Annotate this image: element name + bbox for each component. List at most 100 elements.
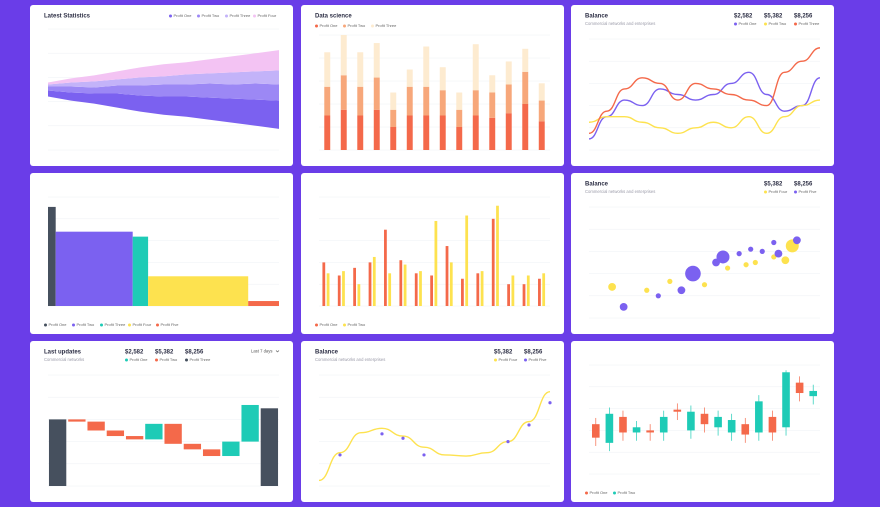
- bar-segment: [373, 77, 380, 110]
- stream-area: [48, 70, 279, 88]
- legend-dot: [371, 24, 374, 28]
- legend-dot: [72, 323, 75, 327]
- legend-label: Profit Three: [230, 13, 252, 18]
- bar-segment: [522, 71, 529, 104]
- line: [588, 71, 821, 140]
- candle-body: [755, 401, 763, 433]
- legend-dot: [343, 323, 346, 327]
- legend-label: Profit One: [320, 322, 339, 327]
- stat-value: $8,256: [185, 350, 204, 356]
- waterfall-bar: [48, 419, 67, 486]
- candle-body: [714, 416, 722, 428]
- bar: [419, 271, 422, 306]
- bar-segment: [472, 115, 479, 150]
- bar-segment: [357, 52, 364, 87]
- bar: [399, 260, 403, 306]
- line: [318, 390, 551, 482]
- bar-segment: [489, 117, 496, 150]
- legend-dot: [613, 491, 616, 495]
- card-subtitle: Commercial networks: [44, 357, 84, 362]
- legend-dot: [100, 323, 103, 327]
- waterfall-bar: [222, 441, 240, 457]
- legend-dot: [169, 14, 172, 18]
- legend-dot: [44, 323, 47, 327]
- bar: [526, 275, 530, 306]
- legend-label: Profit Three: [799, 21, 821, 26]
- bar-segment: [406, 115, 413, 150]
- bar: [434, 220, 438, 306]
- bubble: [752, 259, 758, 266]
- legend-label: Profit Three: [190, 357, 212, 362]
- waterfall-bar: [164, 423, 182, 444]
- candle-body: [659, 416, 668, 433]
- bar-segment: [324, 52, 331, 87]
- legend-label: Profit Five: [529, 357, 548, 362]
- legend-label: Profit Five: [161, 322, 180, 327]
- stat-value: $5,382: [764, 182, 783, 188]
- card-title: Balance: [585, 14, 609, 20]
- legend-dot: [764, 190, 767, 194]
- point: [401, 436, 405, 440]
- bar-segment: [423, 86, 430, 116]
- legend-dot: [197, 14, 200, 18]
- bar: [476, 273, 480, 306]
- bar-segment: [439, 90, 446, 116]
- bar-segment: [538, 100, 545, 122]
- legend-label: Profit One: [320, 23, 339, 28]
- bar: [414, 273, 418, 306]
- bar-segment: [340, 109, 347, 150]
- bubble: [725, 265, 731, 271]
- bar: [357, 284, 361, 306]
- legend-dot: [128, 323, 131, 327]
- waterfall-bar: [202, 449, 221, 457]
- bubble: [608, 283, 616, 291]
- bar-segment: [489, 92, 496, 118]
- line: [588, 47, 821, 135]
- waterfall-bar: [125, 436, 144, 440]
- bubble: [771, 239, 777, 246]
- bar-segment: [439, 115, 446, 150]
- candle-body: [782, 372, 790, 428]
- legend-label: Profit Five: [799, 189, 818, 194]
- waterfall-bar: [87, 421, 105, 431]
- bar-segment: [390, 109, 397, 127]
- bar: [326, 273, 330, 306]
- bar: [384, 229, 387, 306]
- candle-body: [741, 424, 750, 435]
- bar-segment: [472, 90, 479, 116]
- candle-body: [673, 409, 682, 412]
- legend-label: Profit One: [590, 490, 609, 495]
- legend-dot: [225, 14, 228, 18]
- bar-segment: [505, 113, 512, 150]
- legend-label: Profit Two: [202, 13, 220, 18]
- bar-segment: [456, 109, 463, 127]
- card-title: Latest Statistics: [44, 14, 91, 20]
- card-title: Balance: [585, 182, 609, 188]
- bar-segment: [406, 86, 413, 116]
- legend-label: Profit Four: [499, 357, 518, 362]
- legend-label: Profit One: [49, 322, 68, 327]
- bar-segment: [324, 115, 331, 150]
- stat-value: $8,256: [794, 14, 813, 20]
- dropdown-chevron[interactable]: [275, 350, 280, 353]
- legend-dot: [343, 24, 346, 28]
- period-dropdown[interactable]: [249, 347, 281, 356]
- bubble: [619, 303, 628, 311]
- card-title: Data science: [315, 14, 352, 20]
- stat-value: $5,382: [494, 350, 513, 356]
- card: [301, 341, 564, 502]
- legend-dot: [185, 358, 188, 362]
- bar-segment: [373, 43, 380, 78]
- bar-segment: [505, 84, 512, 114]
- bubble: [748, 246, 754, 252]
- bubble: [677, 286, 686, 295]
- legend-label: Profit Two: [160, 357, 178, 362]
- card-title: Last updates: [44, 350, 82, 356]
- legend-label: Profit Two: [348, 23, 366, 28]
- bar-segment: [439, 67, 446, 91]
- period-label[interactable]: Last 7 days: [251, 349, 272, 354]
- bar: [445, 246, 449, 306]
- stat-value: $8,256: [794, 182, 813, 188]
- legend-dot: [734, 22, 737, 26]
- bar-segment: [406, 69, 413, 87]
